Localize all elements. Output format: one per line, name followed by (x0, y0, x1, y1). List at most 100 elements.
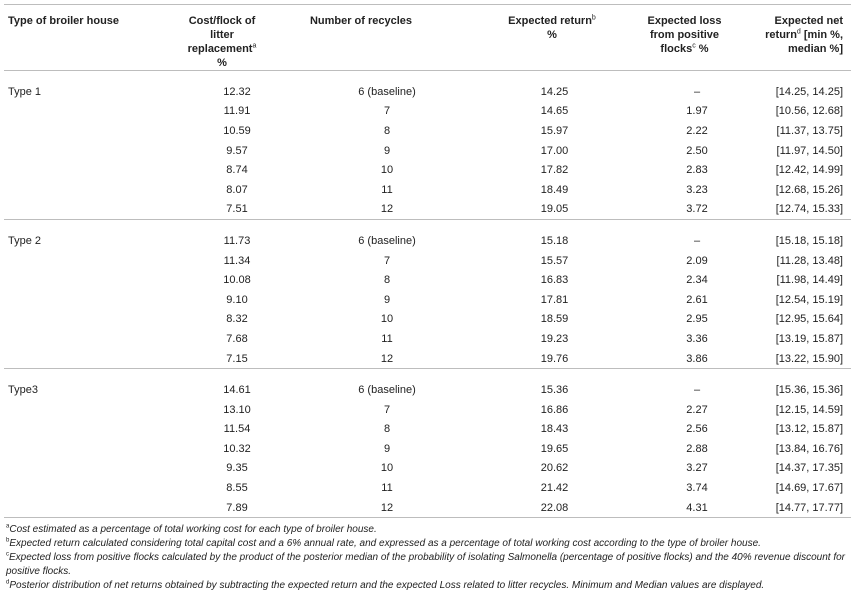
loss-cell: – (693, 85, 701, 98)
house-type-cell: Type3 (4, 368, 154, 400)
cost-cell: 7.51 (226, 203, 248, 216)
loss-cell: 3.27 (686, 462, 708, 475)
house-type-cell (4, 400, 154, 420)
net-return-cell: [13.22, 15.90] (775, 352, 843, 365)
table-row: 7.51 12 19.05 3.72 [12.74, 15.33] (4, 200, 851, 220)
net-return-cell: [12.68, 15.26] (775, 183, 843, 196)
recycles-cell: 7 (383, 254, 391, 267)
net-return-cell: [14.37, 17.35] (775, 462, 843, 475)
net-return-cell: [15.18, 15.18] (739, 219, 851, 251)
cost-cell: 11.73 (154, 219, 264, 251)
return-cell: 14.25 (540, 85, 569, 98)
house-type-cell (4, 180, 154, 200)
house-type-cell (4, 141, 154, 161)
house-type-cell (4, 459, 154, 479)
header-loss: Expected loss from positive flocksc % (604, 4, 739, 71)
return-cell: 18.43 (540, 423, 569, 436)
return-cell: 20.62 (540, 462, 569, 475)
results-table: Type of broiler house Cost/flock of litt… (4, 4, 851, 519)
loss-cell: 3.72 (686, 203, 708, 216)
return-cell: 18.49 (540, 183, 569, 196)
net-return-cell: [12.54, 15.19] (775, 293, 843, 306)
cost-cell: 11.54 (223, 423, 251, 436)
return-cell: 14.65 (540, 105, 569, 118)
net-return-cell: [13.84, 16.76] (775, 442, 843, 455)
recycles-cell: 11 (381, 482, 393, 495)
cost-cell: 10.08 (223, 274, 251, 287)
net-return-cell: [13.12, 15.87] (775, 423, 843, 436)
house-type-cell (4, 200, 154, 220)
return-cell: 22.08 (474, 497, 604, 519)
table-row: 11.54 8 18.43 2.56 [13.12, 15.87] (4, 420, 851, 440)
loss-cell: 3.74 (686, 482, 708, 495)
cost-cell: 9.57 (226, 144, 248, 157)
recycles-cell: 8 (383, 423, 391, 436)
net-return-cell: [12.95, 15.64] (775, 313, 843, 326)
table-row: 9.35 10 20.62 3.27 [14.37, 17.35] (4, 459, 851, 479)
header-type: Type of broiler house (4, 4, 154, 71)
table-row: 10.08 8 16.83 2.34 [11.98, 14.49] (4, 270, 851, 290)
table-row: Type 2 11.73 6 (baseline) 15.18– [15.18, 15.… (4, 219, 851, 251)
loss-cell: 2.27 (686, 403, 708, 416)
cost-cell: 8.32 (226, 313, 248, 326)
cost-cell: 9.35 (226, 462, 248, 475)
cost-cell: 13.10 (223, 403, 251, 416)
table-row: 7.15 12 19.76 3.86 [13.22, 15.90] (4, 349, 851, 369)
return-cell: 17.82 (540, 164, 569, 177)
net-return-cell: [11.28, 13.48] (776, 254, 843, 267)
return-cell: 15.36 (474, 368, 604, 400)
footnote: cExpected loss from positive flocks calc… (6, 551, 851, 579)
loss-cell: 4.31 (604, 497, 739, 519)
net-return-cell: [14.69, 17.67] (775, 482, 843, 495)
cost-cell: 10.32 (223, 442, 251, 455)
return-cell: 19.05 (540, 203, 569, 216)
house-type-cell (4, 497, 154, 519)
return-cell: 21.42 (540, 482, 569, 495)
loss-cell: – (604, 219, 739, 251)
recycles-cell: 9 (383, 442, 391, 455)
footnote-mark: d (6, 579, 10, 586)
loss-cell: 2.88 (686, 442, 708, 455)
footnote: aCost estimated as a percentage of total… (6, 523, 851, 537)
footnote-mark: b (6, 537, 10, 544)
recycles-cell: 6 (baseline) (264, 368, 474, 400)
house-type-cell (4, 349, 154, 369)
footnote-mark: a (6, 523, 10, 530)
cost-cell: 9.10 (226, 293, 248, 306)
footnote: bExpected return calculated considering … (6, 537, 851, 551)
net-return-cell: [11.97, 14.50] (776, 144, 843, 157)
footnote: dPosterior distribution of net returns o… (6, 579, 851, 593)
recycles-cell: 7 (383, 403, 391, 416)
cost-cell: 11.91 (223, 105, 251, 118)
cost-cell: 12.32 (223, 85, 251, 98)
recycles-cell: 9 (383, 144, 391, 157)
return-cell: 15.18 (474, 219, 604, 251)
house-type-cell (4, 439, 154, 459)
return-cell: 19.76 (540, 352, 569, 365)
recycles-cell: 6 (baseline) (358, 85, 416, 98)
net-return-cell: [12.15, 14.59] (775, 403, 843, 416)
recycles-cell: 10 (380, 164, 394, 177)
return-cell: 17.00 (540, 144, 569, 157)
house-type-cell (4, 310, 154, 330)
loss-cell: 2.56 (686, 423, 708, 436)
loss-cell: 2.50 (686, 144, 708, 157)
recycles-cell: 8 (383, 124, 391, 137)
header-cost: Cost/flock of litter replacementa % (154, 4, 264, 71)
recycles-cell: 9 (383, 293, 391, 306)
loss-cell: – (604, 368, 739, 400)
return-cell: 18.59 (540, 313, 569, 326)
loss-cell: 1.97 (686, 105, 708, 118)
return-cell: 15.57 (540, 254, 569, 267)
table-row: 13.10 7 16.86 2.27 [12.15, 14.59] (4, 400, 851, 420)
net-return-cell: [12.74, 15.33] (775, 203, 843, 216)
return-cell: 19.23 (540, 332, 569, 345)
recycles-cell: 10 (380, 313, 394, 326)
table-row: 9.57 9 17.00 2.50 [11.97, 14.50] (4, 141, 851, 161)
cost-cell: 7.15 (226, 352, 248, 365)
table-row: 7.89 12 22.08 4.31 [14.77, 17.77] (4, 497, 851, 519)
net-return-cell: [10.56, 12.68] (775, 105, 843, 118)
recycles-cell: 11 (381, 332, 393, 345)
loss-cell: 2.83 (686, 164, 708, 177)
table-row: 10.32 9 19.65 2.88 [13.84, 16.76] (4, 439, 851, 459)
